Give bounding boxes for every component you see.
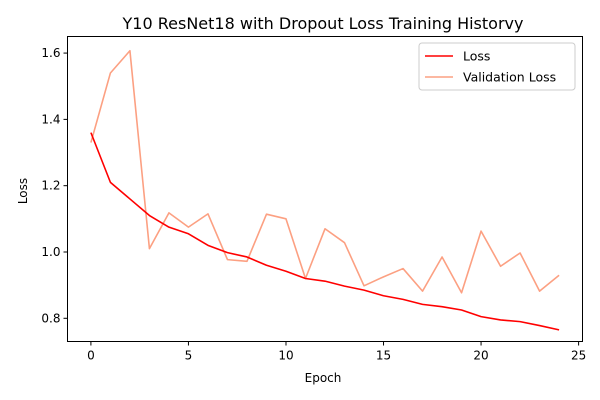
legend-label: Loss <box>463 49 490 64</box>
x-axis-label: Epoch <box>305 371 342 385</box>
x-tick-label: 5 <box>185 349 193 363</box>
y-axis-label: Loss <box>16 178 30 204</box>
chart-title: Y10 ResNet18 with Dropout Loss Training … <box>122 14 524 33</box>
x-tick-label: 15 <box>376 349 391 363</box>
y-tick-label: 1.6 <box>41 46 60 60</box>
x-tick-label: 10 <box>278 349 293 363</box>
x-tick-label: 20 <box>473 349 488 363</box>
y-tick-label: 1.0 <box>41 245 60 259</box>
x-tick-label: 0 <box>87 349 95 363</box>
plot-frame <box>67 36 583 342</box>
series-line-loss <box>90 132 560 331</box>
y-tick-label: 1.4 <box>41 112 60 126</box>
axes: 0 5 10 15 20 25 0.8 1.0 1.2 1.4 1.6 <box>41 46 586 362</box>
plot-area <box>90 49 560 331</box>
y-tick-label: 1.2 <box>41 179 60 193</box>
y-tick-label: 0.8 <box>41 311 60 325</box>
legend-box <box>418 42 576 91</box>
x-tick-label: 25 <box>571 349 586 363</box>
series-line-validation-loss <box>90 49 560 294</box>
legend: Loss Validation Loss <box>418 42 576 91</box>
legend-label: Validation Loss <box>463 70 556 85</box>
